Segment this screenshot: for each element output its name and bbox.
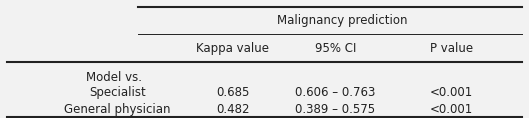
Text: 0.606 – 0.763: 0.606 – 0.763 xyxy=(295,86,376,99)
Text: Kappa value: Kappa value xyxy=(196,42,269,55)
Text: <0.001: <0.001 xyxy=(430,103,473,116)
Text: Specialist: Specialist xyxy=(89,86,145,99)
Text: <0.001: <0.001 xyxy=(430,86,473,99)
Text: General physician: General physician xyxy=(64,103,170,116)
Text: Malignancy prediction: Malignancy prediction xyxy=(277,14,407,27)
Text: 0.389 – 0.575: 0.389 – 0.575 xyxy=(296,103,376,116)
Text: P value: P value xyxy=(430,42,473,55)
Text: 0.685: 0.685 xyxy=(216,86,250,99)
Text: 95% CI: 95% CI xyxy=(315,42,356,55)
Text: Model vs.: Model vs. xyxy=(86,71,142,84)
Text: 0.482: 0.482 xyxy=(216,103,250,116)
